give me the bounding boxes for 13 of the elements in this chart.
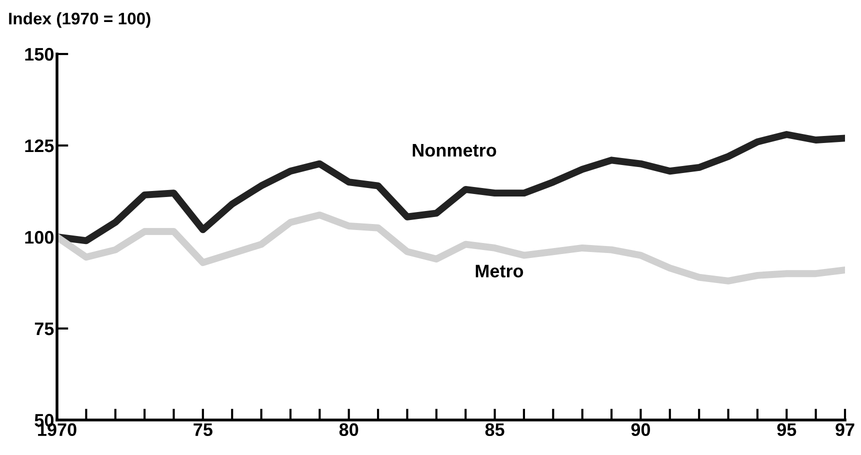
series-label: Metro [476,264,524,278]
x-tick-label: 90 [631,423,650,436]
x-tick-label: 80 [339,423,358,436]
y-tick-label: 100 [25,230,54,244]
text: Nonmetro [412,144,496,157]
x-tick-label: 97 [836,423,854,436]
y-tick-label: 150 [25,48,54,61]
y-axis-title: Index (1970 = 100) [9,12,150,28]
x-tick-label: 75 [194,423,212,436]
y-tick-label: 125 [25,139,54,152]
x-tick-label: 95 [777,423,796,436]
y-tick-label: 75 [34,322,54,336]
x-tick-label: 85 [485,423,504,436]
